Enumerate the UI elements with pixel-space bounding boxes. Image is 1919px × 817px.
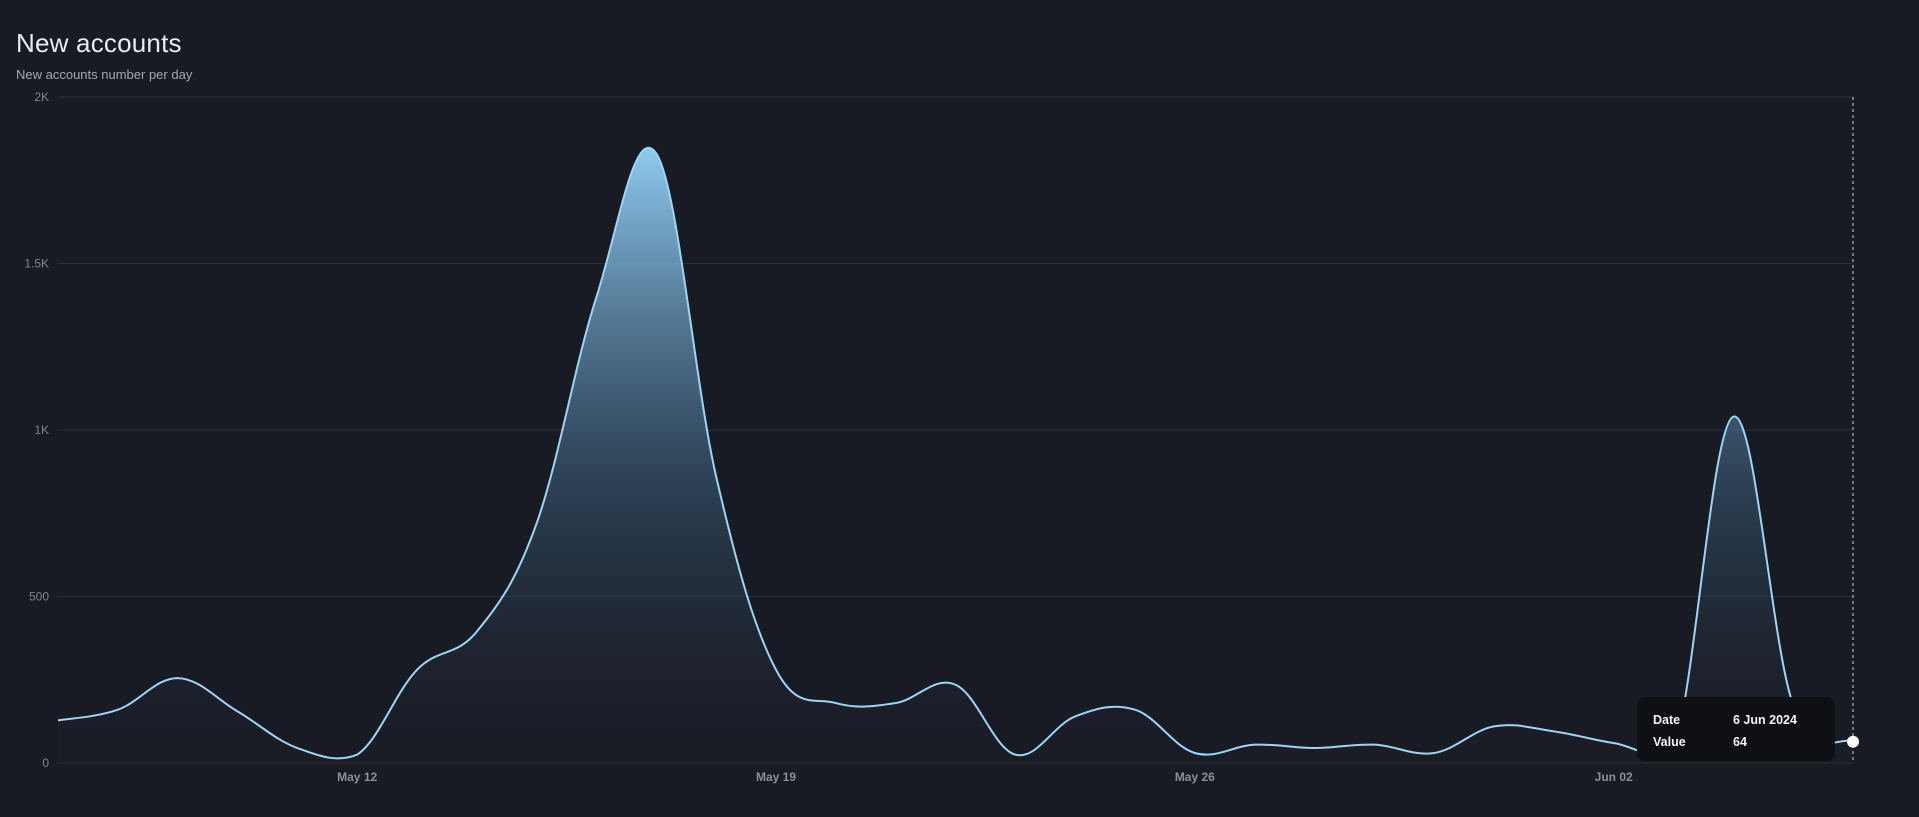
y-axis: 0 500 1K 1.5K 2K bbox=[24, 90, 49, 770]
y-tick-label: 1.5K bbox=[24, 257, 49, 271]
tooltip-value-label: Value bbox=[1653, 735, 1686, 749]
y-tick-label: 500 bbox=[29, 590, 49, 604]
tooltip-date-row: Date 6 Jun 2024 bbox=[1653, 709, 1819, 731]
x-tick-label: May 26 bbox=[1175, 770, 1215, 784]
x-tick-label: May 19 bbox=[756, 770, 796, 784]
tooltip-date-label: Date bbox=[1653, 713, 1681, 727]
tooltip-value-value: 64 bbox=[1733, 735, 1747, 749]
x-axis: May 12 May 19 May 26 Jun 02 bbox=[337, 770, 1633, 784]
y-tick-label: 1K bbox=[34, 423, 49, 437]
series-line bbox=[57, 146, 1854, 760]
tooltip: Date 6 Jun 2024 Value 64 bbox=[1637, 697, 1835, 761]
x-tick-label: May 12 bbox=[337, 770, 377, 784]
chart-subtitle: New accounts number per day bbox=[16, 67, 193, 82]
series-area bbox=[58, 147, 1853, 763]
x-tick-label: Jun 02 bbox=[1595, 770, 1633, 784]
tooltip-value-row: Value 64 bbox=[1653, 731, 1819, 753]
y-tick-label: 0 bbox=[42, 756, 49, 770]
tooltip-date-value: 6 Jun 2024 bbox=[1733, 713, 1797, 727]
grid bbox=[58, 96, 1853, 764]
chart-title: New accounts bbox=[16, 28, 182, 58]
y-tick-label: 2K bbox=[34, 90, 49, 104]
hover-point[interactable] bbox=[1847, 735, 1859, 748]
